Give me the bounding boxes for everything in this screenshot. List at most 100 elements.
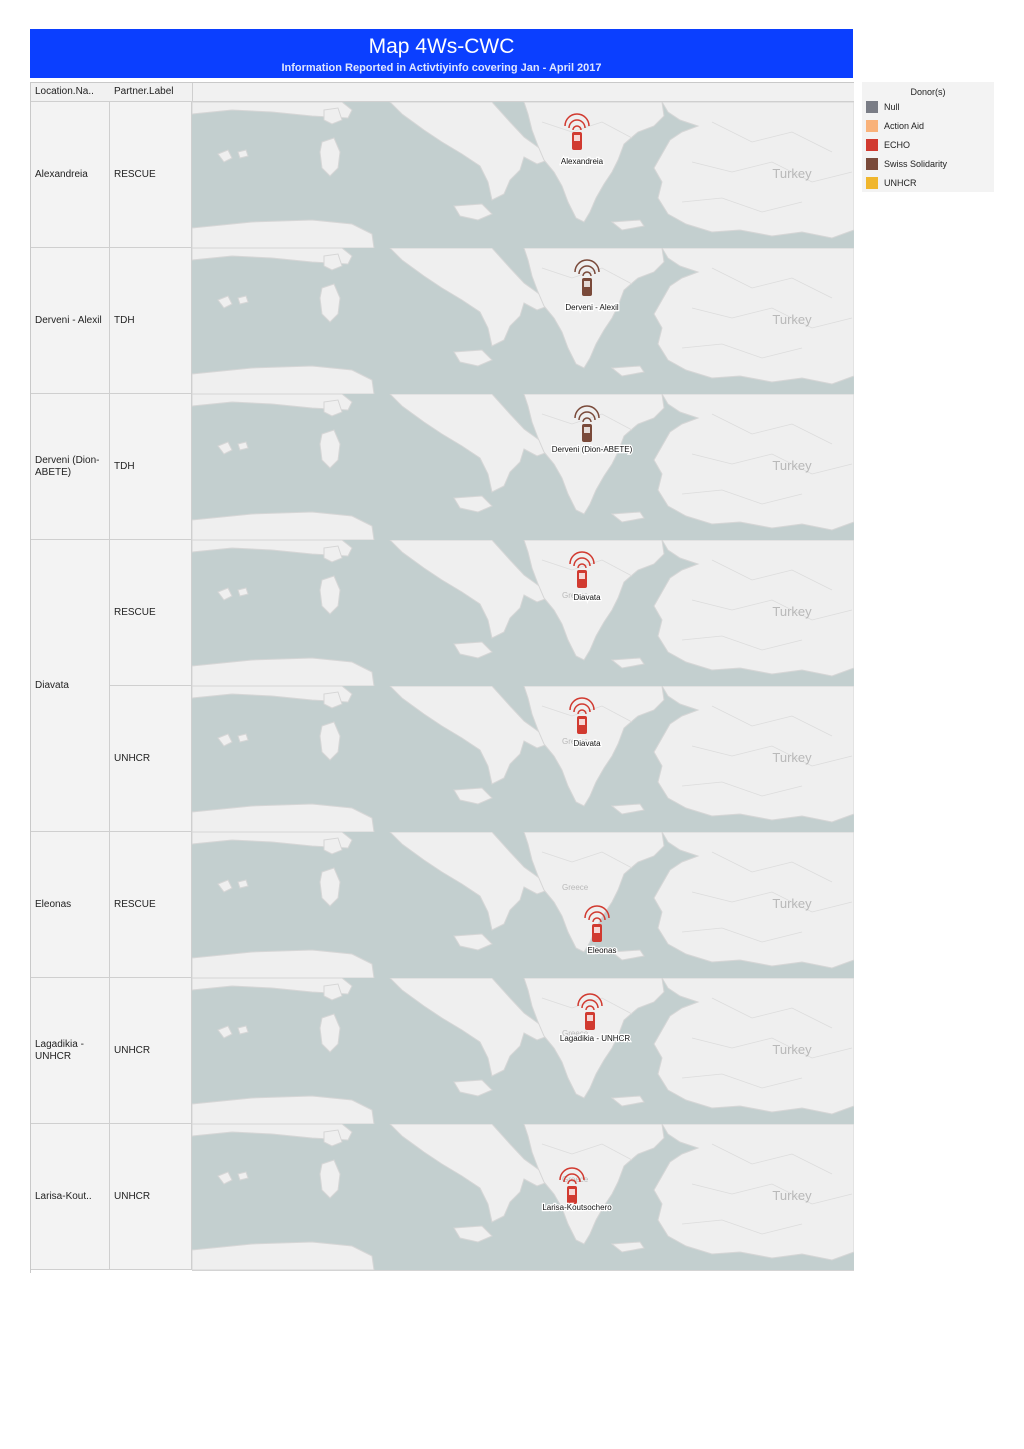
column-header-location[interactable]: Location.Na..: [31, 83, 114, 102]
map-greece-label: Greece: [562, 737, 589, 746]
land-turkey: [653, 540, 854, 677]
land-italy: [192, 540, 549, 686]
map-panel[interactable]: Turkey Greece Lagadikia - UNHCR: [192, 978, 854, 1125]
map-borders: [541, 121, 853, 213]
marker-signal-icon[interactable]: [577, 993, 603, 1030]
legend-label: UNHCR: [884, 177, 917, 188]
land-italy: [192, 394, 549, 540]
land-balkans-greece: [523, 394, 665, 523]
map-borders: [541, 413, 853, 505]
legend-label: Swiss Solidarity: [884, 158, 948, 169]
partner-cell: UNHCR: [110, 978, 192, 1124]
land-italy: [192, 832, 549, 978]
map-panel[interactable]: Turkey Greece Diavata: [192, 540, 854, 687]
marker-signal-icon[interactable]: [569, 697, 595, 734]
legend-swatch: [866, 119, 878, 132]
partner-cell: TDH: [110, 394, 192, 540]
land-balkans-greece: [523, 978, 665, 1107]
land-italy: [192, 248, 549, 394]
location-cell: Diavata: [31, 540, 110, 832]
land-balkans-greece: [523, 540, 665, 669]
marker-signal-icon[interactable]: [574, 405, 600, 442]
map-greece-label: Greece: [562, 883, 589, 892]
land-turkey: [653, 1124, 854, 1261]
map-country-label: Turkey: [772, 1188, 812, 1203]
map-panel[interactable]: Turkey Greece Eleonas: [192, 832, 854, 979]
marker-signal-icon[interactable]: [584, 905, 610, 942]
map-greece-label: Greece: [562, 1175, 589, 1184]
marker-label: Larisa-Koutsochero: [542, 1203, 612, 1212]
map-panel[interactable]: Turkey Derveni - Alexil: [192, 248, 854, 395]
marker-label: Derveni (Dion-ABETE): [552, 445, 633, 454]
legend-panel: Donor(s) Null Action Aid ECHO Swiss Solidar…: [862, 82, 994, 192]
marker-signal-icon[interactable]: [569, 551, 595, 588]
map-country-label: Turkey: [772, 458, 812, 473]
location-cell: Alexandreia: [31, 102, 110, 248]
location-cell: Lagadikia - UNHCR: [31, 978, 110, 1124]
page-header: Map 4Ws-CWC Information Reported in Acti…: [30, 29, 853, 78]
column-header-map: [193, 83, 854, 102]
legend-swatch: [866, 157, 878, 170]
land-turkey: [653, 978, 854, 1115]
land-turkey: [653, 248, 854, 385]
legend-label: Null: [884, 101, 900, 112]
legend-item[interactable]: ECHO: [862, 135, 994, 154]
map-borders: [541, 705, 853, 797]
partner-cell: RESCUE: [110, 102, 192, 248]
legend-swatch: [866, 100, 878, 113]
map-panel[interactable]: Turkey Greece Diavata: [192, 686, 854, 833]
marker-label: Eleonas: [588, 946, 617, 955]
location-cell: Eleonas: [31, 832, 110, 978]
marker-signal-icon[interactable]: [564, 113, 590, 150]
marker-signal-icon[interactable]: [574, 259, 600, 296]
map-table: Location.Na.. Partner.Label Alexandreia R…: [30, 82, 854, 1273]
map-borders: [541, 997, 853, 1089]
column-header-partner[interactable]: Partner.Label: [110, 83, 193, 102]
partner-cell: UNHCR: [110, 1124, 192, 1270]
legend-title: Donor(s): [910, 87, 946, 97]
map-borders: [541, 1143, 853, 1235]
page-subtitle: Information Reported in Activtiyinfo cov…: [281, 62, 602, 74]
legend-swatch: [866, 176, 878, 189]
legend-item[interactable]: UNHCR: [862, 173, 994, 192]
map-borders: [541, 851, 853, 943]
marker-signal-icon[interactable]: [559, 1167, 585, 1204]
map-country-label: Turkey: [772, 604, 812, 619]
map-borders: [541, 267, 853, 359]
land-italy: [192, 686, 549, 832]
map-country-label: Turkey: [772, 1042, 812, 1057]
legend-label: Action Aid: [884, 120, 925, 131]
land-turkey: [653, 686, 854, 823]
marker-label: Lagadikia - UNHCR: [560, 1034, 630, 1043]
map-panel[interactable]: Turkey Derveni (Dion-ABETE): [192, 394, 854, 541]
land-turkey: [653, 832, 854, 969]
legend-swatch: [866, 138, 878, 151]
land-balkans-greece: [523, 686, 665, 815]
land-italy: [192, 102, 549, 248]
marker-label: Diavata: [573, 739, 601, 748]
marker-label: Alexandreia: [561, 157, 604, 166]
page-title: Map 4Ws-CWC: [368, 35, 515, 58]
land-italy: [192, 1124, 549, 1270]
partner-cell: UNHCR: [110, 686, 192, 832]
land-balkans-greece: [523, 102, 665, 231]
map-panel[interactable]: Turkey Greece Larisa-Koutsochero: [192, 1124, 854, 1271]
location-cell: Larisa-Kout..: [31, 1124, 110, 1270]
map-country-label: Turkey: [772, 750, 812, 765]
land-balkans-greece: [523, 1124, 665, 1253]
map-country-label: Turkey: [772, 312, 812, 327]
map-panel[interactable]: Turkey Alexandreia: [192, 102, 854, 249]
map-greece-label: Greece: [562, 1029, 589, 1038]
land-balkans-greece: [523, 248, 665, 377]
legend-label: ECHO: [884, 139, 911, 150]
location-cell: Derveni (Dion-ABETE): [31, 394, 110, 540]
land-italy: [192, 978, 549, 1124]
map-country-label: Turkey: [772, 166, 812, 181]
partner-cell: RESCUE: [110, 540, 192, 686]
legend-item[interactable]: Swiss Solidarity: [862, 154, 994, 173]
marker-label: Diavata: [573, 593, 601, 602]
land-turkey: [653, 394, 854, 531]
land-turkey: [653, 102, 854, 239]
legend-item[interactable]: Null: [862, 97, 994, 116]
legend-item[interactable]: Action Aid: [862, 116, 994, 135]
